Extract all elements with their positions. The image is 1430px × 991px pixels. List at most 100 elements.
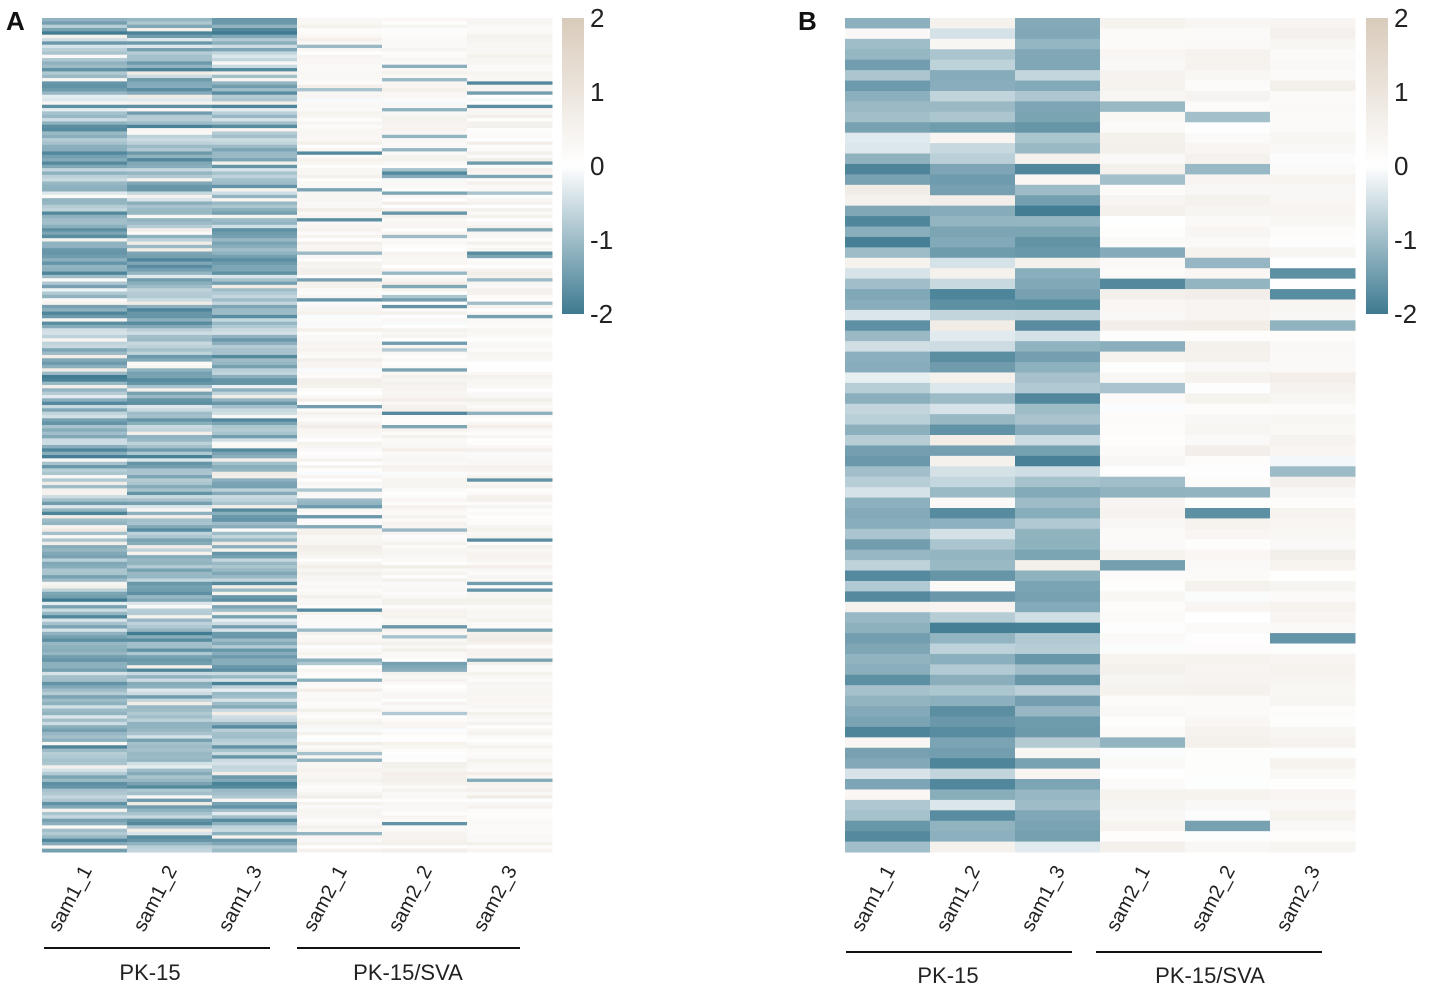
heatmap-cell (467, 318, 553, 323)
heatmap-cell (212, 638, 298, 643)
heatmap-cell (382, 708, 468, 713)
heatmap-cell (127, 431, 213, 436)
heatmap-cell (297, 64, 383, 69)
heatmap-cell (1100, 758, 1186, 770)
heatmap-cell (212, 558, 298, 563)
heatmap-cell (1015, 382, 1101, 394)
heatmap-cell (42, 41, 128, 46)
heatmap-cell (212, 818, 298, 823)
heatmap-cell (382, 551, 468, 556)
heatmap-cell (212, 118, 298, 122)
heatmap-cell (212, 768, 298, 773)
heatmap-cell (42, 675, 128, 680)
heatmap-cell (127, 461, 213, 466)
heatmap-cell (212, 488, 298, 493)
heatmap-cell (127, 398, 213, 403)
group-label-b-pk15: PK-15 (917, 963, 978, 988)
heatmap-cell (297, 501, 383, 506)
heatmap-cell (382, 615, 468, 619)
heatmap-cell (382, 608, 468, 613)
heatmap-cell (467, 288, 553, 293)
heatmap-cell (297, 338, 383, 343)
heatmap-cell (297, 635, 383, 639)
heatmap-cell (845, 278, 931, 290)
heatmap-cell (382, 174, 468, 179)
heatmap-cell (382, 761, 468, 766)
heatmap-cell (1015, 726, 1101, 738)
heatmap-cell (212, 148, 298, 152)
heatmap-cell (382, 611, 468, 616)
heatmap-cell (127, 628, 213, 633)
heatmap-cell (212, 591, 298, 596)
heatmap-cell (297, 304, 383, 309)
heatmap-cell (382, 38, 468, 42)
heatmap-cell (127, 635, 213, 639)
heatmap-cell (467, 555, 553, 559)
heatmap-cell (382, 201, 468, 206)
heatmap-cell (42, 91, 128, 96)
heatmap-cell (297, 414, 383, 419)
heatmap-cell (467, 618, 553, 623)
heatmap-cell (212, 595, 298, 599)
heatmap-cell (297, 468, 383, 473)
heatmap-cell (212, 141, 298, 146)
heatmap-cell (1270, 445, 1356, 457)
heatmap-cell (42, 658, 128, 663)
heatmap-cell (1100, 372, 1186, 384)
heatmap-cell (382, 735, 468, 740)
heatmap-cell (1270, 487, 1356, 499)
heatmap-cell (467, 298, 553, 303)
heatmap-cell (297, 685, 383, 690)
heatmap-cell (297, 54, 383, 59)
heatmap-cell (382, 845, 468, 850)
heatmap-cell (1270, 195, 1356, 207)
heatmap-cell (845, 497, 931, 509)
heatmap-cell (297, 528, 383, 533)
heatmap-cell (382, 391, 468, 396)
heatmap-cell (212, 408, 298, 413)
heatmap-cell (1270, 706, 1356, 717)
heatmap-cell (212, 324, 298, 329)
heatmap-cell (382, 728, 468, 733)
heatmap-cell (297, 538, 383, 543)
heatmap-cell (467, 491, 553, 496)
heatmap-cell (212, 64, 298, 69)
colorbar-tick: -2 (1394, 299, 1417, 329)
heatmap-cell (1015, 351, 1101, 363)
heatmap-cell (212, 111, 298, 116)
heatmap-cell (42, 301, 128, 306)
heatmap-cell (127, 831, 213, 836)
heatmap-cell (42, 388, 128, 393)
heatmap-cell (212, 688, 298, 693)
heatmap-cell (467, 831, 553, 836)
heatmap-cell (297, 328, 383, 333)
heatmap-cell (212, 214, 298, 219)
heatmap-cell (127, 605, 213, 609)
heatmap-cell (127, 194, 213, 199)
heatmap-cell (297, 78, 383, 82)
heatmap-cell (297, 691, 383, 696)
heatmap-cell (42, 715, 128, 720)
heatmap-cell (297, 431, 383, 436)
heatmap-cell (42, 288, 128, 293)
heatmap-cell (212, 201, 298, 206)
heatmap-cell (1100, 622, 1186, 634)
heatmap-cell (382, 321, 468, 326)
heatmap-cell (127, 671, 213, 676)
heatmap-cell (297, 188, 383, 192)
heatmap-cell (212, 244, 298, 249)
heatmap-cell (212, 471, 298, 476)
heatmap-cell (42, 685, 128, 690)
heatmap-cell (297, 404, 383, 409)
heatmap-cell (382, 715, 468, 720)
heatmap-cell (42, 424, 128, 429)
heatmap-cell (212, 104, 298, 109)
heatmap-cell (382, 308, 468, 313)
heatmap-cell (127, 191, 213, 196)
heatmap-cell (212, 481, 298, 486)
heatmap-cell (127, 828, 213, 833)
heatmap-cell (1270, 362, 1356, 373)
heatmap-cell (467, 94, 553, 99)
heatmap-cell (1185, 320, 1271, 332)
heatmap-cell (1270, 789, 1356, 801)
